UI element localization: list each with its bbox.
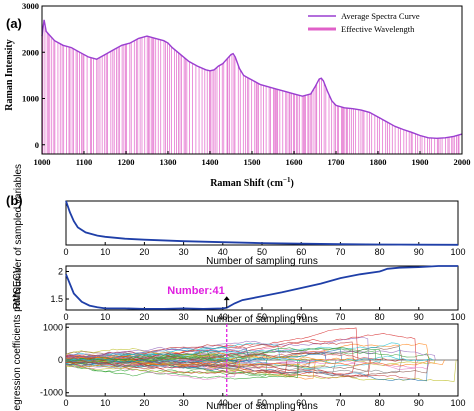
x-tick-label: 0: [63, 398, 68, 408]
x-tick-label: 1700: [328, 157, 345, 167]
coefficient-path: [65, 357, 310, 369]
x-tick-label: 50: [257, 247, 267, 257]
x-tick-label: 100: [450, 398, 465, 408]
y-tick-label: 3000: [22, 1, 39, 11]
x-tick-label: 60: [296, 312, 306, 322]
y-axis-label: Raman Intensity: [4, 39, 15, 110]
x-tick-label: 1600: [286, 157, 303, 167]
coefficient-path: [65, 359, 337, 374]
legend-entry-wavelength: Effective Wavelength: [341, 24, 415, 34]
x-tick-label: 100: [450, 247, 465, 257]
x-tick-label: 40: [218, 398, 228, 408]
coefficient-path: [65, 359, 300, 380]
legend-entry-curve: Average Spectra Curve: [341, 11, 420, 21]
annotation-label: Number:41: [167, 285, 224, 297]
legend: Average Spectra Curve Effective Wavelengt…: [308, 11, 420, 34]
x-tick-label: 90: [414, 247, 424, 257]
x-tick-label: 0: [63, 312, 68, 322]
x-tick-label: 30: [179, 398, 189, 408]
coefficient-path: [65, 348, 436, 366]
x-tick-label: 50: [257, 398, 267, 408]
x-tick-label: 40: [218, 247, 228, 257]
x-tick-label: 60: [296, 398, 306, 408]
x-tick-label: 0: [63, 247, 68, 257]
wavelength-bars: [42, 24, 460, 154]
x-tick-label: 1300: [160, 157, 177, 167]
x-axis-label: Raman Shift (cm−1): [210, 176, 294, 189]
x-tick-label: 50: [257, 312, 267, 322]
x-tick-label: 90: [414, 398, 424, 408]
y-axis-label: Regression coefficients path: [12, 292, 23, 411]
x-tick-label: 1800: [370, 157, 387, 167]
sampled-variables-plot: 0 10 20 30 40 50 60 70 80 90 100: [63, 200, 466, 257]
spectrum-curve: [41, 19, 463, 140]
y-tick-label: 2: [58, 267, 63, 277]
x-tick-label: 30: [179, 247, 189, 257]
x-tick-label: 1100: [76, 157, 93, 167]
plot-frame: [65, 265, 459, 311]
coefficient-path: [65, 359, 241, 374]
spectrum-plot: 1000 1100 1200 1300 1400 1500 1600 1700 1800 1900…: [22, 1, 471, 167]
x-tick-label: 1400: [202, 157, 219, 167]
x-axis-label: Number of sampling runs: [206, 401, 318, 411]
x-tick-label: 20: [139, 247, 149, 257]
x-tick-label: 20: [139, 312, 149, 322]
y-axis-label: RMSECV: [12, 266, 23, 309]
y-tick-label: 0: [58, 355, 63, 365]
y-tick-label: 2000: [22, 47, 39, 57]
x-axis-label: Number of sampling runs: [206, 256, 318, 267]
x-tick-label: 100: [450, 312, 465, 322]
y-tick-label: 1.5: [50, 294, 63, 304]
coefficient-path: [65, 352, 405, 362]
x-tick-label: 70: [335, 247, 345, 257]
x-tick-label: 20: [139, 398, 149, 408]
x-tick-label: 1000: [34, 157, 51, 167]
y-axis-label: Number of sampled variables: [13, 164, 24, 294]
coefficient-path: [65, 347, 384, 363]
x-tick-label: 1500: [244, 157, 261, 167]
x-tick-label: 10: [100, 247, 110, 257]
x-axis-label: Number of sampling runs: [206, 314, 318, 325]
coefficient-paths: [65, 327, 457, 382]
y-tick-label: 1000: [22, 94, 39, 104]
rmsecv-plot: 0 10 20 30 40 50 60 70 80 90 100 1.5 2 Number:41: [50, 265, 466, 322]
coefficient-path: [65, 359, 239, 380]
x-tick-label: 90: [414, 312, 424, 322]
y-tick-label: -1000: [40, 388, 63, 398]
x-tick-label: 70: [335, 398, 345, 408]
x-tick-label: 10: [100, 398, 110, 408]
annotation-arrowhead: [223, 296, 230, 301]
x-tick-label: 1900: [412, 157, 429, 167]
x-tick-label: 10: [100, 312, 110, 322]
sampled-variables-line: [65, 200, 459, 246]
y-tick-label: 1000: [43, 322, 63, 332]
x-tick-label: 60: [296, 247, 306, 257]
x-tick-label: 70: [335, 312, 345, 322]
x-tick-label: 1200: [118, 157, 135, 167]
x-tick-label: 30: [179, 312, 189, 322]
panel-label-b: (b): [6, 193, 23, 208]
coefficient-path: [66, 327, 359, 365]
panel-label-a: (a): [6, 16, 22, 31]
rmsecv-line: [65, 265, 458, 310]
x-tick-label: 80: [375, 312, 385, 322]
y-tick-label: 0: [35, 140, 39, 150]
coefficient-path: [65, 352, 327, 369]
x-tick-label: 40: [218, 312, 228, 322]
coefficient-path: [65, 359, 428, 382]
x-tick-label: 80: [375, 398, 385, 408]
coefficient-path: [65, 359, 288, 375]
coefficient-path: [65, 353, 216, 365]
coefficient-path: [65, 355, 434, 365]
coefficient-path: [65, 359, 430, 378]
x-tick-label: 80: [375, 247, 385, 257]
x-tick-label: 2000: [454, 157, 471, 167]
